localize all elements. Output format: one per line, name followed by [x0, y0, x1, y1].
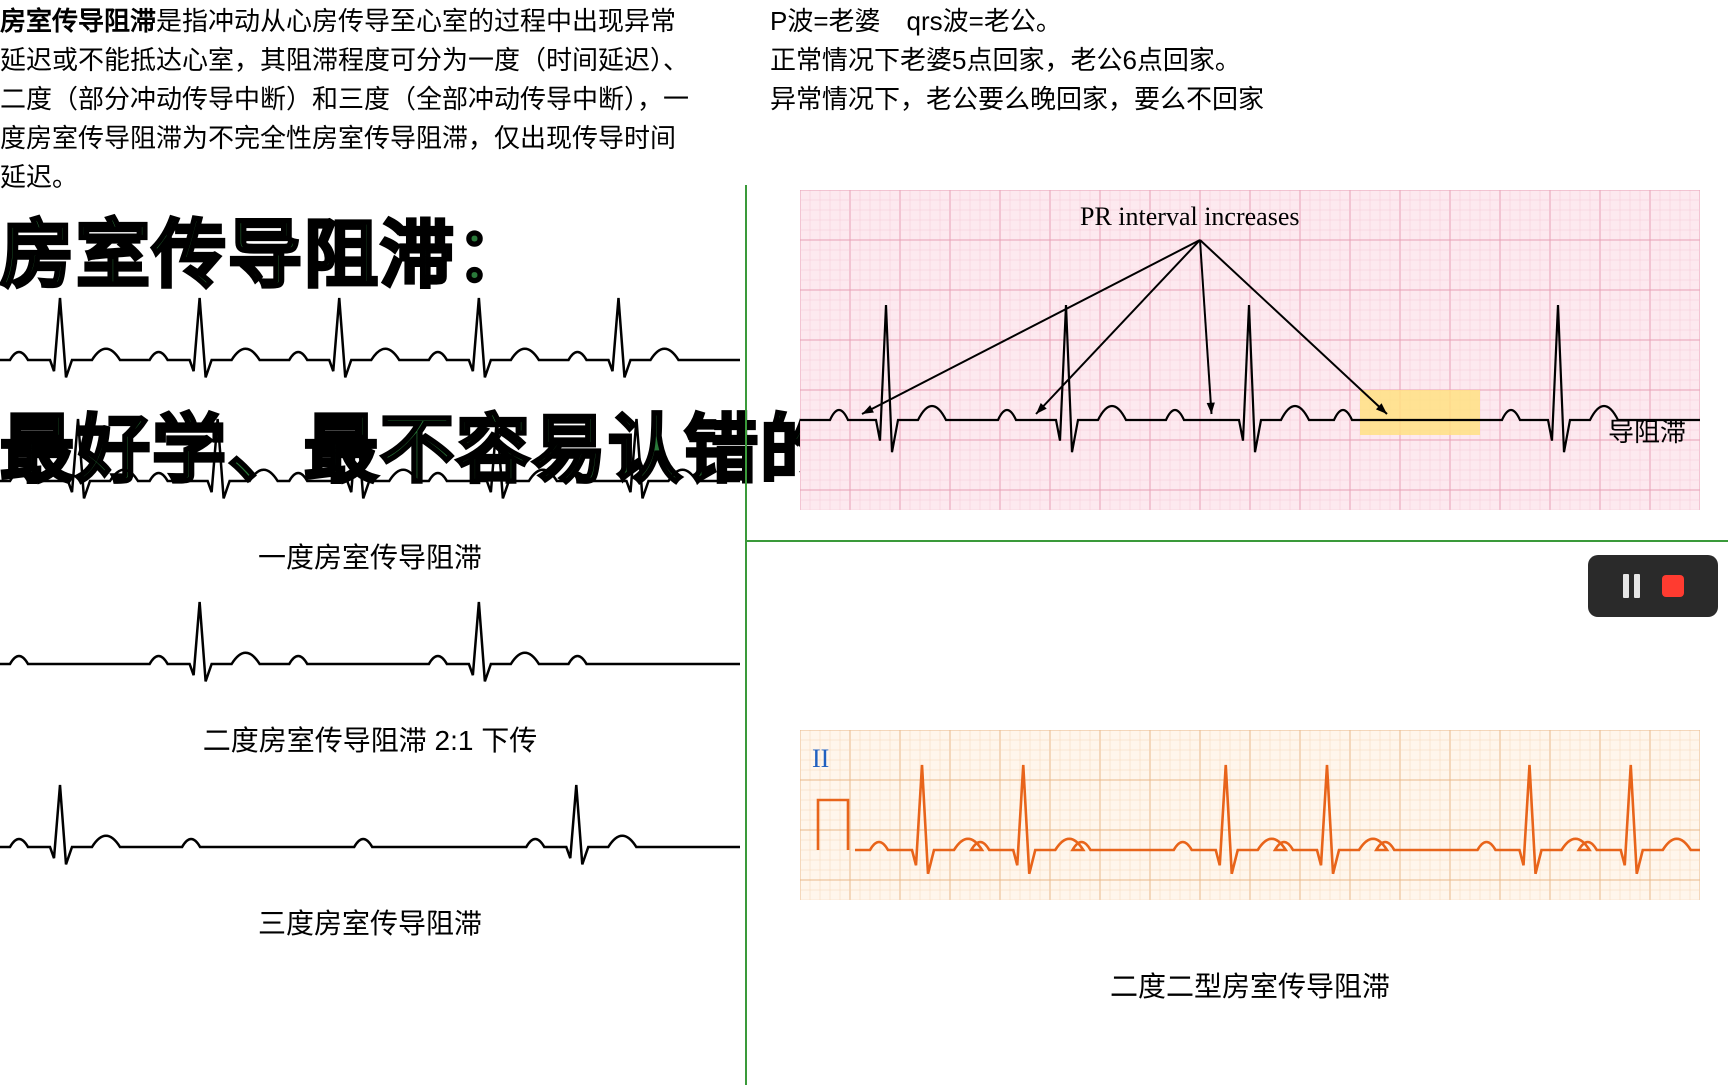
- pr-ecg-chart: [800, 190, 1700, 510]
- headline-1: 房室传导阻滞：: [0, 195, 532, 302]
- analogy-line-3: 异常情况下，老公要么晚回家，要么不回家: [770, 80, 1370, 119]
- horizontal-divider: [745, 540, 1728, 542]
- pr-interval-panel: PR interval increases 导阻滞: [800, 190, 1700, 520]
- intro-paragraph: 房室传导阻滞是指冲动从心房传导至心室的过程中出现异常延迟或不能抵达心室，其阻滞程…: [0, 2, 700, 197]
- ecg-label-1: 一度房室传导阻滞: [0, 536, 740, 576]
- analogy-line-2: 正常情况下老婆5点回家，老公6点回家。: [770, 41, 1370, 80]
- second-degree-caption: 二度二型房室传导阻滞: [800, 965, 1700, 1005]
- analogy-block: P波=老婆 qrs波=老公。 正常情况下老婆5点回家，老公6点回家。 异常情况下…: [770, 2, 1370, 119]
- analogy-line-1: P波=老婆 qrs波=老公。: [770, 2, 1370, 41]
- ecg-label-3: 三度房室传导阻滞: [0, 902, 740, 942]
- pr-title: PR interval increases: [1080, 202, 1300, 232]
- pr-caption: 导阻滞: [1608, 412, 1686, 449]
- ecg-label-2: 二度房室传导阻滞 2:1 下传: [0, 719, 740, 759]
- pause-icon[interactable]: [1623, 574, 1640, 598]
- record-icon[interactable]: [1662, 575, 1684, 597]
- vertical-divider: [745, 185, 747, 1085]
- second-degree-ecg-chart: [800, 730, 1700, 900]
- second-degree-panel: II 二度二型房室传导阻滞: [800, 730, 1700, 1005]
- lead-ii-label: II: [812, 744, 829, 774]
- recording-widget[interactable]: [1588, 555, 1718, 617]
- ecg-row-2: [0, 594, 740, 704]
- ecg-row-1: [0, 411, 740, 521]
- ecg-row-3: [0, 777, 740, 887]
- left-ecg-stack: 一度房室传导阻滞二度房室传导阻滞 2:1 下传三度房室传导阻滞: [0, 290, 740, 960]
- intro-lead: 房室传导阻滞: [0, 6, 156, 36]
- ecg-row-0: [0, 290, 740, 400]
